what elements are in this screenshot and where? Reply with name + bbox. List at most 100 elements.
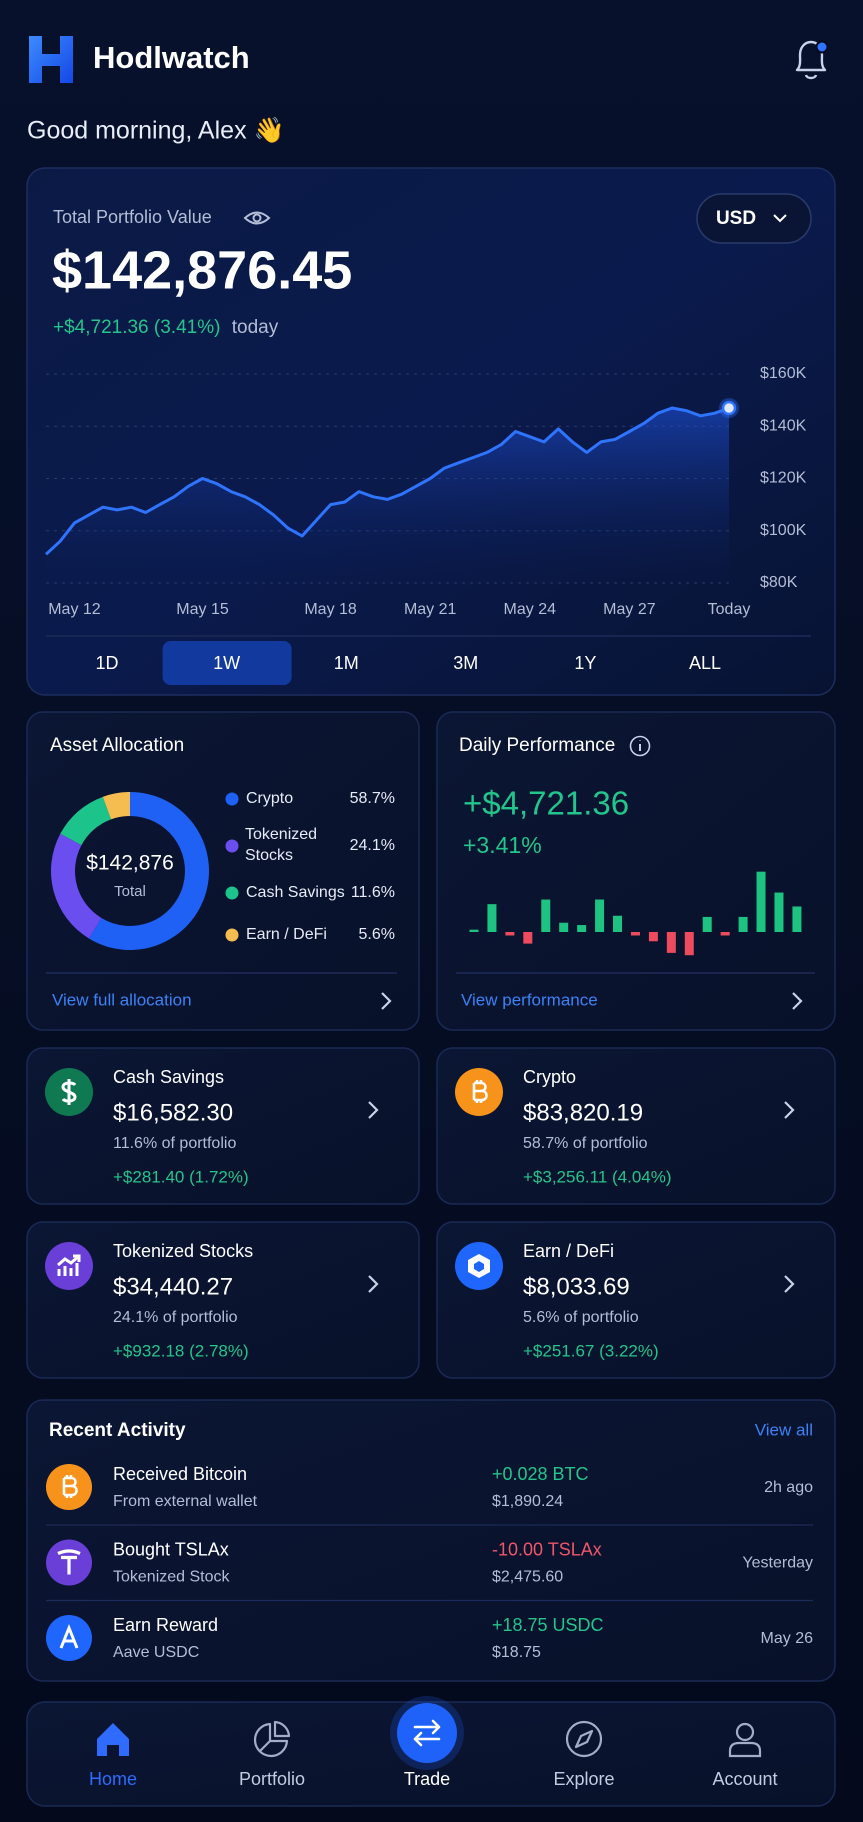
icon-glyph xyxy=(57,1549,81,1575)
asset-card[interactable] xyxy=(26,1221,420,1379)
nav-label[interactable]: Home xyxy=(89,1769,137,1789)
x-tick-label: May 27 xyxy=(603,601,656,618)
asset-change: +$281.40 (1.72%) xyxy=(113,1167,249,1186)
asset-amount: $34,440.27 xyxy=(113,1273,233,1300)
activity-amount-value: $1,890.24 xyxy=(492,1493,563,1510)
nav-label[interactable]: Explore xyxy=(553,1769,614,1789)
asset-share: 58.7% of portfolio xyxy=(523,1135,648,1152)
card-title: Asset Allocation xyxy=(50,735,184,756)
activity-title: Received Bitcoin xyxy=(113,1464,247,1484)
activity-icon xyxy=(46,1615,92,1661)
view-allocation-link[interactable]: View full allocation xyxy=(52,990,192,1009)
legend-value: 5.6% xyxy=(359,926,395,943)
legend-dot xyxy=(225,928,239,942)
legend-label: Tokenized Stocks xyxy=(245,826,318,864)
activity-amount: +0.028 BTC xyxy=(492,1464,589,1484)
nav-icon xyxy=(413,1719,441,1747)
info-icon xyxy=(629,735,651,757)
portfolio-total: $142,876.45 xyxy=(52,240,352,300)
nav-label[interactable]: Trade xyxy=(404,1769,450,1789)
activity-title: Bought TSLAx xyxy=(113,1539,229,1559)
timeframe-option[interactable]: 3M xyxy=(453,653,478,673)
timeframe-selected[interactable] xyxy=(162,641,292,685)
icon-glyph xyxy=(468,1254,490,1278)
legend-dot xyxy=(225,839,239,853)
y-tick-label: $80K xyxy=(760,574,798,591)
asset-name: Tokenized Stocks xyxy=(113,1241,253,1261)
legend-label-box: Tokenized Stocks xyxy=(245,826,318,864)
activity-amount: -10.00 TSLAx xyxy=(492,1539,602,1559)
asset-icon xyxy=(45,1242,93,1290)
nav-label[interactable]: Portfolio xyxy=(239,1769,305,1789)
performance-bar xyxy=(702,916,712,932)
legend-value: 58.7% xyxy=(350,790,395,807)
allocation-card xyxy=(26,711,420,1031)
nav-label[interactable]: Account xyxy=(712,1769,777,1789)
timeframe-option[interactable]: 1Y xyxy=(574,653,596,673)
performance-card xyxy=(436,711,836,1031)
chevron-right xyxy=(368,1275,379,1293)
asset-name: Cash Savings xyxy=(113,1067,224,1087)
performance-bar xyxy=(774,892,784,932)
legend-label: Crypto xyxy=(246,790,293,807)
x-tick-label: May 18 xyxy=(304,601,357,618)
greeting: Good morning, Alex 👋 xyxy=(27,117,285,146)
legend-value: 24.1% xyxy=(350,837,395,854)
donut-segment xyxy=(88,792,209,950)
notifications-button[interactable] xyxy=(795,40,829,80)
performance-bar xyxy=(648,932,658,942)
performance-bar xyxy=(505,932,515,936)
nav-icon xyxy=(253,1720,291,1758)
asset-change: +$3,256.11 (4.04%) xyxy=(523,1167,672,1186)
performance-percent: +3.41% xyxy=(463,832,542,858)
chevron-right xyxy=(381,992,392,1010)
activity-title: Earn Reward xyxy=(113,1615,218,1635)
activity-amount-value: $18.75 xyxy=(492,1644,541,1661)
chevron-right xyxy=(784,1275,795,1293)
legend-label: Cash Savings xyxy=(246,884,345,901)
x-tick-label: May 12 xyxy=(48,601,101,618)
asset-change: +$932.18 (2.78%) xyxy=(113,1341,249,1360)
currency-selector[interactable] xyxy=(696,193,812,244)
view-performance-link[interactable]: View performance xyxy=(461,990,598,1009)
performance-bar xyxy=(630,932,640,936)
performance-bar xyxy=(613,915,623,932)
portfolio-change: +$4,721.36 (3.41%) xyxy=(53,317,220,338)
asset-name: Earn / DeFi xyxy=(523,1241,614,1261)
timeframe-option[interactable]: ALL xyxy=(689,653,721,673)
timeframe-option[interactable]: 1D xyxy=(95,653,118,673)
icon-glyph xyxy=(62,1475,78,1498)
currency-label[interactable]: USD xyxy=(716,208,756,229)
donut-segment xyxy=(50,833,102,939)
performance-amount: +$4,721.36 xyxy=(463,785,629,822)
toggle-visibility[interactable] xyxy=(243,211,271,225)
asset-card[interactable] xyxy=(26,1047,420,1205)
activity-subtitle: From external wallet xyxy=(113,1493,258,1510)
performance-bar xyxy=(541,899,551,932)
performance-bar xyxy=(595,899,605,932)
performance-bar xyxy=(469,929,479,932)
performance-bar xyxy=(487,904,497,932)
portfolio-label: Total Portfolio Value xyxy=(53,207,212,227)
card-title: Daily Performance xyxy=(459,735,615,756)
performance-bar xyxy=(559,922,569,932)
chevron-down xyxy=(773,214,787,223)
timeframe-option[interactable]: 1W xyxy=(213,653,240,673)
activity-time: 2h ago xyxy=(764,1479,813,1496)
area-fill xyxy=(46,408,729,583)
performance-bar xyxy=(666,932,676,953)
view-all-link[interactable]: View all xyxy=(755,1420,813,1439)
performance-bar xyxy=(756,871,766,932)
asset-amount: $16,582.30 xyxy=(113,1099,233,1126)
icon-glyph xyxy=(61,1079,77,1105)
activity-amount-value: $2,475.60 xyxy=(492,1569,563,1586)
timeframe-option[interactable]: 1M xyxy=(334,653,359,673)
activity-time: May 26 xyxy=(761,1630,814,1647)
x-tick-label: May 15 xyxy=(176,601,229,618)
asset-card[interactable] xyxy=(436,1047,836,1205)
asset-name: Crypto xyxy=(523,1067,576,1087)
asset-card[interactable] xyxy=(436,1221,836,1379)
